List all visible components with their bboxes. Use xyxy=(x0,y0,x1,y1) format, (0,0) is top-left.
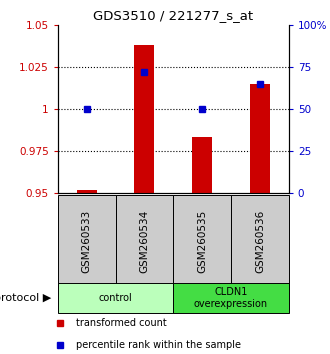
Bar xyxy=(231,195,289,289)
Bar xyxy=(173,283,289,313)
Text: GSM260535: GSM260535 xyxy=(197,210,207,273)
Bar xyxy=(134,45,154,193)
Bar xyxy=(58,283,173,313)
Bar xyxy=(77,190,97,193)
Text: control: control xyxy=(99,293,132,303)
Text: CLDN1
overexpression: CLDN1 overexpression xyxy=(194,287,268,309)
Bar xyxy=(58,195,115,289)
Bar xyxy=(115,195,173,289)
Text: GSM260536: GSM260536 xyxy=(255,210,265,273)
Text: transformed count: transformed count xyxy=(76,319,167,329)
Bar xyxy=(250,84,270,193)
Bar xyxy=(173,195,231,289)
Text: protocol ▶: protocol ▶ xyxy=(0,293,51,303)
Text: percentile rank within the sample: percentile rank within the sample xyxy=(76,340,241,350)
Title: GDS3510 / 221277_s_at: GDS3510 / 221277_s_at xyxy=(93,9,253,22)
Text: GSM260533: GSM260533 xyxy=(82,210,92,273)
Text: GSM260534: GSM260534 xyxy=(139,210,149,273)
Bar xyxy=(192,137,212,193)
